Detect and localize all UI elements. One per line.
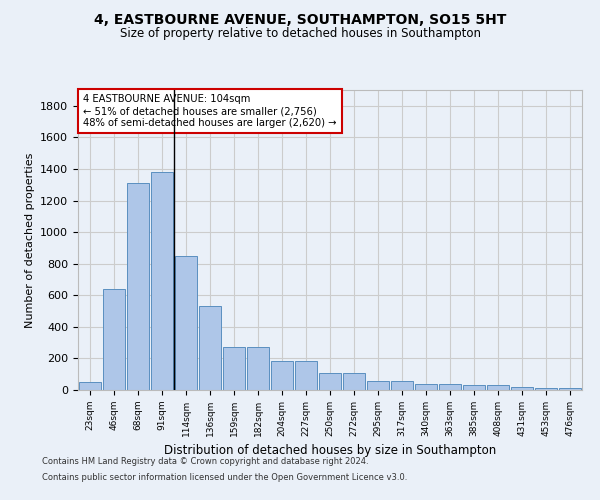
Text: 4 EASTBOURNE AVENUE: 104sqm
← 51% of detached houses are smaller (2,756)
48% of : 4 EASTBOURNE AVENUE: 104sqm ← 51% of det…: [83, 94, 337, 128]
Bar: [391, 380, 413, 390]
Bar: [175, 256, 197, 390]
Bar: [151, 172, 173, 390]
Y-axis label: Number of detached properties: Number of detached properties: [25, 152, 35, 328]
Bar: [535, 388, 557, 390]
Bar: [79, 382, 101, 390]
Bar: [439, 384, 461, 390]
Bar: [319, 374, 341, 390]
Text: Contains public sector information licensed under the Open Government Licence v3: Contains public sector information licen…: [42, 472, 407, 482]
Bar: [295, 361, 317, 390]
Text: 4, EASTBOURNE AVENUE, SOUTHAMPTON, SO15 5HT: 4, EASTBOURNE AVENUE, SOUTHAMPTON, SO15 …: [94, 12, 506, 26]
Bar: [127, 183, 149, 390]
Bar: [511, 387, 533, 390]
X-axis label: Distribution of detached houses by size in Southampton: Distribution of detached houses by size …: [164, 444, 496, 458]
Bar: [487, 386, 509, 390]
Bar: [223, 346, 245, 390]
Text: Contains HM Land Registry data © Crown copyright and database right 2024.: Contains HM Land Registry data © Crown c…: [42, 458, 368, 466]
Bar: [343, 374, 365, 390]
Bar: [247, 346, 269, 390]
Bar: [199, 306, 221, 390]
Bar: [103, 289, 125, 390]
Text: Size of property relative to detached houses in Southampton: Size of property relative to detached ho…: [119, 28, 481, 40]
Bar: [559, 388, 581, 390]
Bar: [415, 384, 437, 390]
Bar: [367, 380, 389, 390]
Bar: [271, 361, 293, 390]
Bar: [463, 386, 485, 390]
